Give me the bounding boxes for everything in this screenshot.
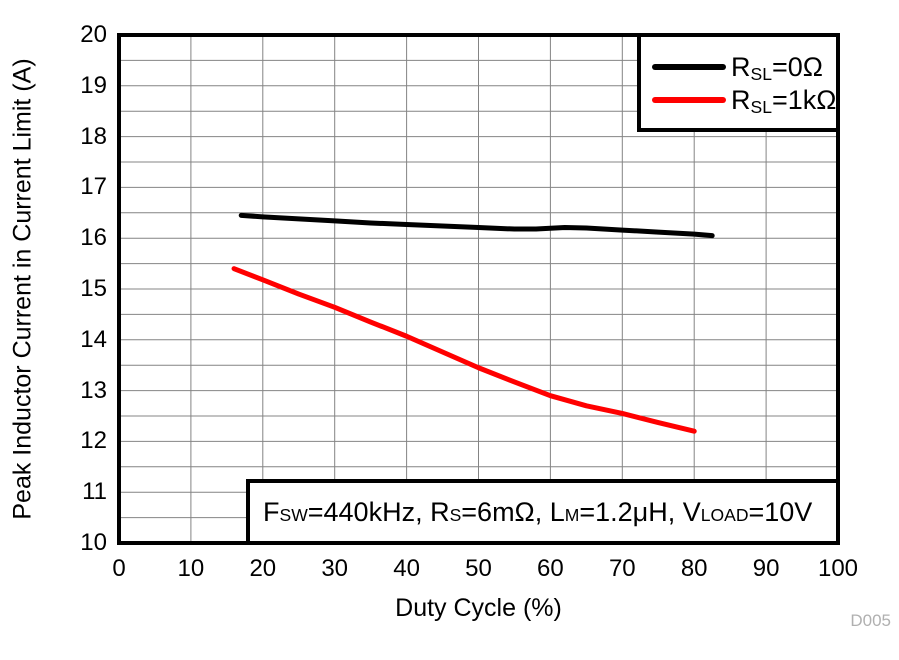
plot-border <box>117 33 840 545</box>
annotation-box <box>246 479 840 545</box>
series-line <box>238 212 715 239</box>
series-line <box>231 266 697 434</box>
legend-box <box>637 33 840 132</box>
